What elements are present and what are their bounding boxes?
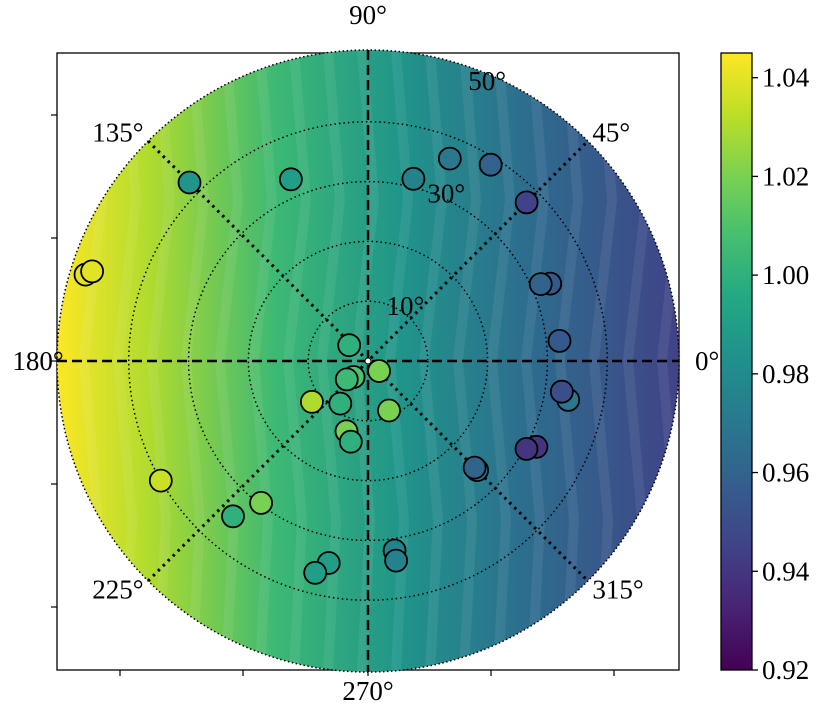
- data-point: [547, 328, 572, 353]
- radial-ring: [128, 121, 608, 601]
- axes-ticks: [51, 114, 615, 676]
- angle-label: 225°: [92, 574, 143, 604]
- colorbar-gradient: [720, 52, 753, 671]
- data-point: [80, 259, 104, 284]
- data-points: [73, 146, 581, 585]
- colorbar-ticks: 0.92 0.94 0.96 0.98 1.00 1.02 1.04: [752, 63, 810, 685]
- colorbar-tick-label: 1.04: [762, 63, 810, 93]
- data-point: [367, 359, 392, 383]
- data-point: [221, 504, 245, 529]
- radial-ring-label: 10°: [386, 291, 424, 321]
- colorbar-tick-label: 0.92: [762, 655, 809, 685]
- angle-labels: 0° 45° 90° 135° 180° 225° 270° 315°: [12, 0, 719, 703]
- radial-ring: [307, 300, 429, 422]
- data-point: [528, 272, 553, 297]
- colorbar-tick-label: 1.00: [762, 260, 809, 290]
- colorbar: 0.92 0.94 0.96 0.98 1.00 1.02 1.04: [720, 52, 810, 685]
- polar-grid: [128, 121, 608, 601]
- data-point: [328, 391, 353, 416]
- data-point: [249, 490, 274, 515]
- angle-label: 315°: [592, 574, 643, 604]
- radial-ring: [247, 240, 489, 482]
- data-point: [303, 560, 328, 585]
- angle-label: 45°: [592, 118, 630, 148]
- angle-label: 180°: [12, 346, 63, 376]
- colorbar-tick-label: 0.98: [762, 359, 809, 389]
- contour-band: [452, 50, 482, 672]
- data-point: [148, 468, 173, 493]
- data-point: [299, 389, 324, 414]
- center-marker: [364, 357, 372, 365]
- data-point: [514, 436, 539, 461]
- radial-labels: 10° 30° 50°: [386, 66, 506, 321]
- contour-band: [350, 50, 380, 672]
- data-point: [334, 367, 359, 392]
- angle-label: 135°: [92, 118, 143, 148]
- angle-label: 0°: [695, 346, 719, 376]
- radial-ring-label: 50°: [468, 66, 506, 96]
- colorbar-tick-label: 0.96: [762, 458, 809, 488]
- radial-ring-label: 30°: [427, 178, 465, 208]
- data-point: [514, 190, 539, 215]
- colorbar-tick-label: 0.94: [762, 556, 810, 586]
- data-point: [177, 170, 202, 195]
- angle-label: 90°: [349, 0, 387, 30]
- data-point: [549, 379, 574, 404]
- data-point: [377, 398, 401, 423]
- radial-ring: [187, 180, 549, 542]
- data-point: [437, 146, 462, 171]
- data-point: [401, 166, 426, 191]
- colorbar-tick-label: 1.02: [762, 161, 809, 191]
- data-point: [462, 455, 487, 480]
- data-point: [384, 548, 409, 573]
- angle-label: 270°: [342, 676, 393, 703]
- spoke-diagonal: [147, 140, 589, 582]
- data-point: [278, 167, 303, 192]
- data-point: [478, 152, 503, 177]
- angle-spokes: [57, 50, 679, 672]
- spoke-diagonal: [147, 140, 589, 582]
- contour-band: [214, 50, 244, 672]
- data-point: [338, 429, 363, 454]
- data-point: [337, 333, 362, 358]
